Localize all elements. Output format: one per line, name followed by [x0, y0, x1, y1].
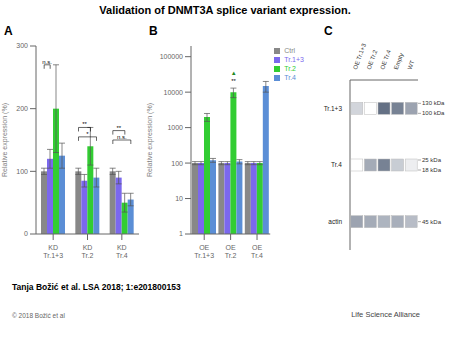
svg-text:Relative expression (%): Relative expression (%) [146, 103, 154, 177]
svg-text:100000: 100000 [160, 53, 183, 60]
svg-text:18 kDa: 18 kDa [422, 167, 442, 173]
svg-text:Tr.1+3: Tr.1+3 [324, 105, 343, 112]
svg-text:OE Tr.1+3: OE Tr.1+3 [352, 42, 367, 70]
svg-text:OETr.4: OETr.4 [251, 244, 263, 259]
svg-text:Empty: Empty [393, 52, 404, 70]
svg-text:OE Tr.2: OE Tr.2 [366, 49, 379, 71]
svg-text:KDTr.2: KDTr.2 [82, 244, 94, 259]
svg-text:130 kDa: 130 kDa [422, 100, 442, 106]
svg-text:WT: WT [407, 59, 416, 70]
svg-text:0: 0 [24, 230, 28, 237]
svg-text:KDTr.4: KDTr.4 [116, 244, 128, 259]
svg-text:**: ** [82, 121, 87, 127]
html-text:Tr.4: Tr.4 [284, 74, 296, 81]
html-text:A: A [4, 24, 13, 38]
svg-text:OE Tr.4: OE Tr.4 [379, 49, 392, 71]
svg-text:10: 10 [175, 195, 183, 202]
svg-text:KDTr.1+3: KDTr.1+3 [43, 244, 63, 259]
html-text:© 2018 Božić et al: © 2018 Božić et al [12, 312, 65, 319]
html-text:Life Science Alliance: Life Science Alliance [351, 310, 420, 319]
svg-text:100: 100 [16, 168, 28, 175]
svg-text:**: ** [231, 78, 236, 84]
svg-text:10000: 10000 [164, 89, 184, 96]
svg-text:300: 300 [16, 42, 28, 49]
svg-text:Relative expression (%): Relative expression (%) [8, 103, 9, 177]
svg-text:1: 1 [179, 230, 183, 237]
svg-text:200: 200 [16, 105, 28, 112]
svg-text:100: 100 [171, 160, 183, 167]
svg-text:Tr.4: Tr.4 [331, 161, 342, 168]
html-text:C: C [324, 24, 333, 38]
svg-text:25 kDa: 25 kDa [422, 157, 442, 163]
svg-text:OETr.2: OETr.2 [225, 244, 237, 259]
svg-text:100 kDa: 100 kDa [422, 110, 442, 116]
svg-text:OETr.1+3: OETr.1+3 [194, 244, 214, 259]
svg-text:▲: ▲ [231, 70, 237, 76]
svg-text:actin: actin [328, 218, 342, 225]
html-text:Tr.2: Tr.2 [284, 65, 296, 72]
svg-text:45 kDa: 45 kDa [422, 219, 442, 225]
svg-text:n.s.: n.s. [42, 59, 52, 65]
svg-text:n.s.: n.s. [117, 134, 127, 140]
svg-text:**: ** [116, 125, 121, 131]
html-text:B: B [149, 24, 158, 38]
html-text:Validation of DNMT3A splice va: Validation of DNMT3A splice variant expr… [99, 4, 351, 16]
svg-text:*: * [86, 131, 89, 137]
html-text:Ctrl: Ctrl [284, 47, 296, 54]
html-text:Tr.1+3: Tr.1+3 [284, 56, 304, 63]
html-text:Tanja Božić et al. LSA 2018; 1: Tanja Božić et al. LSA 2018; 1:e20180015… [12, 282, 181, 292]
svg-text:1000: 1000 [167, 124, 183, 131]
